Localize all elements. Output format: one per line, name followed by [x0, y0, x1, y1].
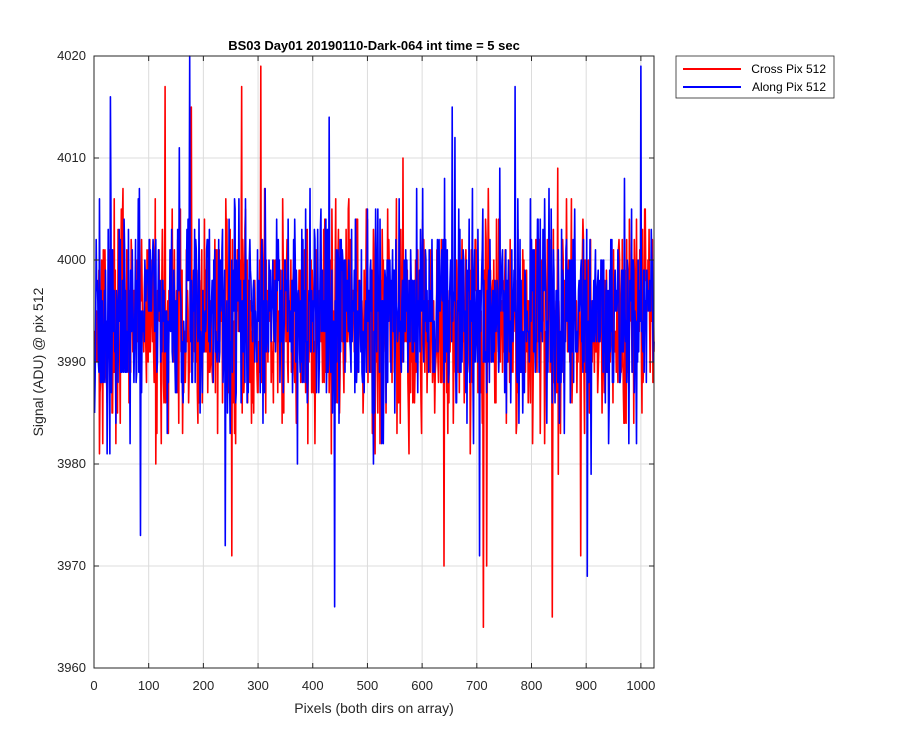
x-tick-label: 500: [357, 678, 379, 693]
x-axis-label: Pixels (both dirs on array): [294, 700, 454, 716]
x-tick-label: 900: [575, 678, 597, 693]
x-tick-label: 100: [138, 678, 160, 693]
axis-ticks: 0 100 200 300 400 500 600 700 800 900 1000 3960 3970…: [57, 48, 655, 693]
x-tick-label: 200: [193, 678, 215, 693]
x-tick-label: 1000: [626, 678, 655, 693]
y-tick-label: 3960: [57, 660, 86, 675]
legend-label-along: Along Pix 512: [752, 80, 826, 94]
x-tick-label: 800: [521, 678, 543, 693]
series-line-along-pix: [93, 55, 655, 608]
y-tick-label: 4000: [57, 252, 86, 267]
y-tick-label: 3970: [57, 558, 86, 573]
x-tick-label: 400: [302, 678, 324, 693]
x-tick-label: 600: [411, 678, 433, 693]
y-tick-label: 4010: [57, 150, 86, 165]
y-tick-label: 3990: [57, 354, 86, 369]
x-tick-label: 700: [466, 678, 488, 693]
legend: Cross Pix 512 Along Pix 512: [675, 55, 835, 99]
x-tick-label: 300: [247, 678, 269, 693]
y-axis-label: Signal (ADU) @ pix 512: [30, 287, 46, 436]
legend-label-cross: Cross Pix 512: [751, 62, 826, 76]
y-tick-label: 4020: [57, 48, 86, 63]
series-layer: [93, 55, 655, 629]
x-tick-label: 0: [90, 678, 97, 693]
chart-title: BS03 Day01 20190110-Dark-064 int time = …: [228, 38, 520, 53]
y-tick-label: 3980: [57, 456, 86, 471]
legend-box: [675, 55, 835, 99]
